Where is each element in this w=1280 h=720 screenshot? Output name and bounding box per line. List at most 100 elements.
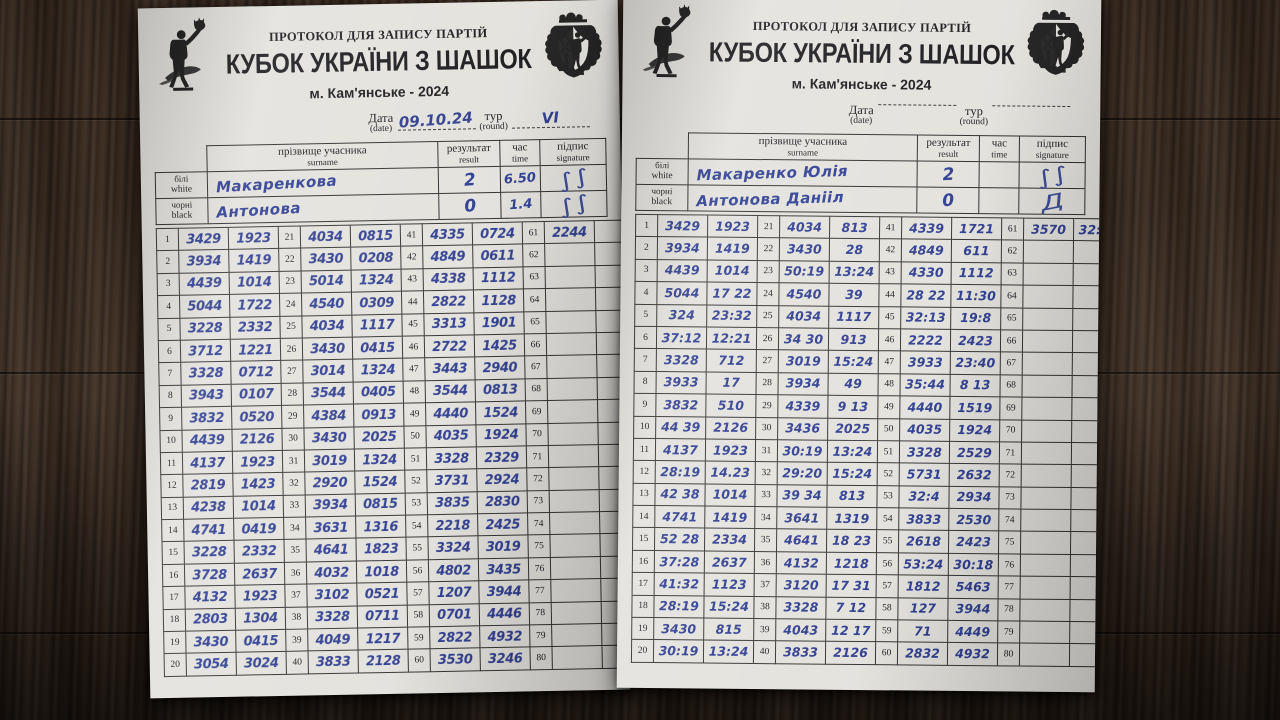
move-black[interactable]: 19:8 [950, 306, 1001, 330]
protocol-sheet-right[interactable]: ПРОТОКОЛ ДЛЯ ЗАПИСУ ПАРТІЙ КУБОК УКРАЇНИ… [616, 0, 1102, 693]
move-black[interactable]: 0724 [472, 221, 523, 246]
move-white[interactable]: 4132 [776, 551, 827, 575]
move-white[interactable]: 30:19 [653, 639, 704, 663]
move-black[interactable]: 1524 [354, 470, 406, 494]
move-black[interactable]: 11:30 [950, 284, 1002, 308]
move-white[interactable] [545, 265, 596, 289]
move-black[interactable]: 1014 [229, 271, 280, 295]
move-black[interactable]: 1123 [704, 573, 755, 597]
move-black[interactable]: 1419 [707, 237, 758, 261]
move-black[interactable]: 2128 [358, 649, 409, 673]
move-black[interactable]: 17 22 [706, 282, 758, 306]
move-white[interactable] [545, 287, 596, 312]
move-black[interactable]: 1519 [949, 396, 1000, 420]
move-white[interactable]: 3934 [777, 372, 829, 396]
move-white[interactable]: 3328 [656, 348, 707, 372]
move-white[interactable] [1020, 486, 1072, 510]
move-white[interactable] [546, 332, 597, 356]
move-white[interactable]: 3228 [183, 540, 235, 565]
move-black[interactable]: 13:24 [827, 440, 878, 463]
move-black[interactable]: 2334 [704, 528, 755, 552]
move-white[interactable]: 4849 [901, 239, 952, 263]
signature-field[interactable]: ∫∫ [540, 189, 608, 219]
surname-field[interactable]: Антонова Данііл [687, 184, 917, 214]
move-black[interactable]: 2637 [704, 550, 755, 574]
move-black[interactable]: 2126 [705, 416, 756, 440]
move-black[interactable]: 49 [827, 372, 879, 396]
move-white[interactable]: 4034 [779, 215, 830, 239]
move-black[interactable]: 30:18 [948, 553, 999, 577]
move-white[interactable] [550, 578, 602, 603]
move-black[interactable]: 0309 [351, 291, 402, 315]
move-white[interactable] [1021, 397, 1072, 421]
move-black[interactable]: 7 12 [825, 596, 877, 620]
move-black[interactable] [1072, 308, 1102, 331]
move-black[interactable]: 1304 [235, 606, 286, 631]
move-white[interactable]: 324 [656, 304, 707, 327]
move-white[interactable]: 3328 [307, 605, 358, 629]
result-field[interactable]: 2 [916, 161, 980, 188]
move-black[interactable]: 9 13 [827, 395, 878, 419]
move-white[interactable] [1020, 509, 1071, 533]
move-black[interactable]: 1524 [475, 401, 526, 425]
move-white[interactable]: 4034 [300, 225, 351, 249]
move-white[interactable] [1023, 240, 1074, 264]
move-black[interactable]: 1721 [951, 217, 1002, 241]
move-white[interactable]: 1207 [428, 581, 480, 605]
move-white[interactable]: 2803 [185, 607, 236, 632]
move-white[interactable]: 44 39 [655, 416, 706, 439]
move-white[interactable]: 4137 [182, 451, 233, 475]
move-black[interactable]: 813 [829, 216, 880, 240]
move-white[interactable]: 3430 [302, 337, 353, 361]
move-black[interactable]: 28 [829, 238, 880, 262]
move-white[interactable]: 3712 [180, 339, 231, 363]
move-white[interactable]: 3544 [303, 381, 354, 406]
move-white[interactable]: 28 22 [900, 284, 952, 307]
round-value[interactable]: VI [541, 108, 561, 128]
move-white[interactable] [549, 489, 600, 513]
move-white[interactable]: 3443 [424, 357, 476, 381]
move-white[interactable]: 34 30 [778, 327, 829, 351]
move-black[interactable] [1071, 397, 1102, 421]
move-white[interactable]: 5731 [899, 463, 950, 487]
move-black[interactable]: 0711 [357, 604, 408, 629]
signature-field[interactable]: Д [1018, 187, 1085, 215]
move-white[interactable]: 3631 [305, 516, 356, 540]
move-black[interactable]: 2332 [229, 315, 281, 340]
move-black[interactable]: 2126 [825, 641, 876, 665]
move-white[interactable]: 4439 [181, 428, 233, 453]
move-white[interactable]: 4034 [301, 314, 353, 338]
move-white[interactable] [1022, 352, 1073, 376]
move-black[interactable]: 12 17 [825, 619, 876, 643]
move-white[interactable]: 3933 [900, 351, 951, 375]
move-white[interactable] [1022, 330, 1073, 353]
move-white[interactable]: 41:32 [654, 572, 705, 596]
move-white[interactable]: 3933 [656, 371, 707, 395]
move-white[interactable]: 3430 [779, 238, 830, 261]
move-white[interactable]: 4335 [422, 222, 473, 247]
result-field[interactable]: 0 [916, 187, 979, 214]
move-white[interactable]: 3641 [776, 506, 827, 530]
move-black[interactable]: 1014 [704, 483, 756, 507]
move-white[interactable] [549, 534, 601, 558]
move-black[interactable]: 815 [703, 618, 754, 641]
move-black[interactable] [1073, 263, 1102, 287]
move-white[interactable]: 37:28 [654, 550, 705, 574]
move-black[interactable]: 3019 [477, 535, 529, 559]
move-white[interactable]: 3328 [426, 446, 477, 471]
move-black[interactable]: 1924 [475, 423, 527, 447]
move-black[interactable]: 1923 [707, 215, 758, 238]
move-black[interactable]: 1419 [228, 248, 280, 273]
move-black[interactable]: 8 13 [949, 374, 1001, 397]
move-black[interactable]: 0405 [353, 380, 404, 405]
move-white[interactable] [545, 310, 597, 334]
move-white[interactable]: 3835 [427, 491, 478, 515]
move-black[interactable]: 2924 [476, 468, 528, 492]
move-white[interactable] [548, 444, 599, 468]
move-white[interactable]: 4034 [778, 305, 829, 329]
move-white[interactable]: 1812 [898, 575, 949, 599]
move-white[interactable]: 3429 [178, 227, 229, 251]
move-black[interactable]: 0415 [235, 629, 287, 653]
move-black[interactable] [1072, 285, 1102, 309]
move-black[interactable]: 18 23 [826, 529, 877, 553]
